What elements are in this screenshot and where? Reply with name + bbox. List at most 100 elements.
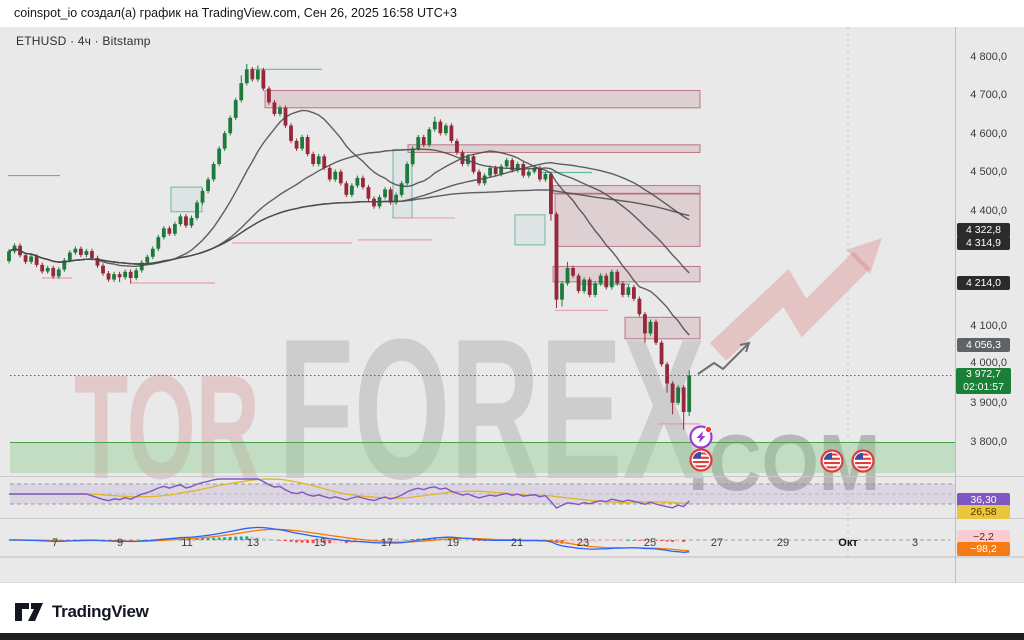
candle-down (289, 125, 293, 141)
time-axis-label: 3 (911, 537, 919, 549)
macd-histogram-bar (333, 540, 337, 544)
macd-histogram-bar (615, 540, 619, 541)
candle-up (598, 275, 603, 284)
macd-histogram-bar (295, 540, 299, 543)
candle-down (421, 137, 426, 145)
macd-histogram-bar (643, 540, 647, 541)
supply-zone[interactable] (552, 265, 701, 283)
candle-down (449, 125, 454, 141)
price-axis-label: 4 600,0 (970, 128, 1007, 140)
candle-up (173, 224, 177, 234)
macd-histogram-bar (460, 539, 464, 541)
macd-histogram-bar (250, 536, 254, 540)
attribution-text: coinspot_io создал(а) график на TradingV… (14, 6, 457, 20)
candle-down (250, 69, 255, 80)
lightning-idea-icon[interactable] (689, 425, 713, 449)
macd-histogram-bar (671, 540, 675, 542)
price-level-badge: 36,30 (957, 493, 1010, 507)
macd-histogram-bar (654, 540, 658, 541)
time-axis-label: 19 (446, 537, 460, 549)
time-axis-label: 13 (246, 537, 260, 549)
candle-down (631, 287, 636, 299)
symbol-label: ETHUSD · 4ч · Bitstamp (16, 34, 151, 48)
candle-up (504, 160, 509, 167)
candle-up (228, 117, 233, 134)
moving-average-line (8, 189, 690, 265)
candle-up (333, 171, 338, 180)
candle-down (643, 314, 647, 334)
macd-histogram-bar (394, 540, 398, 541)
candle-up (648, 321, 653, 334)
candle-up (45, 267, 50, 272)
candle-down (361, 177, 365, 188)
candle-up (349, 185, 354, 195)
us-flag-glyph (692, 451, 710, 468)
supply-zone[interactable] (407, 144, 701, 153)
macd-histogram-bar (588, 540, 592, 543)
candle-down (571, 267, 575, 276)
moving-average-line (8, 109, 690, 336)
candle-up (145, 256, 150, 263)
candle-up (316, 156, 321, 165)
candle-up (626, 287, 631, 295)
candle-down (34, 256, 39, 265)
rsi-ma-line (9, 478, 690, 505)
candle-up (488, 167, 493, 176)
candle-up (687, 375, 692, 412)
macd-histogram-bar (328, 540, 332, 544)
price-axis-label: 3 900,0 (970, 397, 1007, 409)
candle-up (560, 283, 564, 300)
macd-histogram-bar (455, 539, 459, 540)
rsi-line (9, 478, 690, 509)
candle-down (106, 273, 111, 280)
us-flag-event-icon[interactable] (689, 448, 713, 472)
gap-box[interactable] (514, 214, 546, 246)
candle-up (73, 248, 78, 253)
macd-histogram-bar (571, 540, 575, 544)
macd-histogram-bar (256, 537, 260, 540)
bar-countdown: 02:01:57 (963, 381, 1004, 393)
candle-up (609, 271, 614, 288)
macd-histogram-bar (660, 540, 664, 542)
candle-up (84, 251, 89, 255)
us-flag-event-icon[interactable] (820, 449, 844, 473)
price-level-badge: 4 214,0 (957, 276, 1010, 290)
macd-histogram-bar (322, 540, 326, 544)
candle-down (90, 251, 94, 258)
supply-zone[interactable] (264, 89, 701, 109)
candles-layer (7, 63, 692, 430)
candle-down (366, 187, 371, 199)
price-level-badge: 4 314,9 (957, 236, 1010, 250)
current-price-badge: 3 972,7 02:01:57 (956, 368, 1011, 394)
candle-down (294, 140, 299, 149)
macd-histogram-bar (637, 540, 641, 541)
macd-histogram-bar (228, 536, 232, 540)
macd-histogram-bar (201, 538, 205, 540)
macd-histogram-bar (466, 539, 470, 541)
supply-zone[interactable] (554, 193, 701, 247)
time-axis-label-month: Окт (838, 537, 858, 549)
candle-up (443, 125, 448, 134)
candle-up (405, 164, 410, 184)
macd-histogram-bar (665, 540, 669, 542)
candle-up (355, 177, 360, 186)
footer: TradingView (0, 583, 1024, 633)
candle-down (51, 267, 56, 277)
candle-down (272, 102, 277, 114)
candle-down (95, 257, 100, 266)
trend-arrow[interactable] (697, 343, 749, 375)
macd-histogram-bar (217, 537, 221, 540)
supply-zone[interactable] (552, 185, 701, 194)
time-axis-label: 15 (313, 537, 327, 549)
macd-histogram-bar (284, 540, 287, 542)
us-flag-event-icon[interactable] (851, 449, 875, 473)
macd-histogram-bar (593, 540, 597, 543)
time-axis-label: 21 (510, 537, 524, 549)
candle-up (383, 189, 387, 198)
tradingview-logo[interactable]: TradingView (14, 601, 149, 623)
supply-zone[interactable] (624, 316, 701, 340)
candle-up (244, 69, 249, 84)
candle-down (554, 214, 559, 300)
